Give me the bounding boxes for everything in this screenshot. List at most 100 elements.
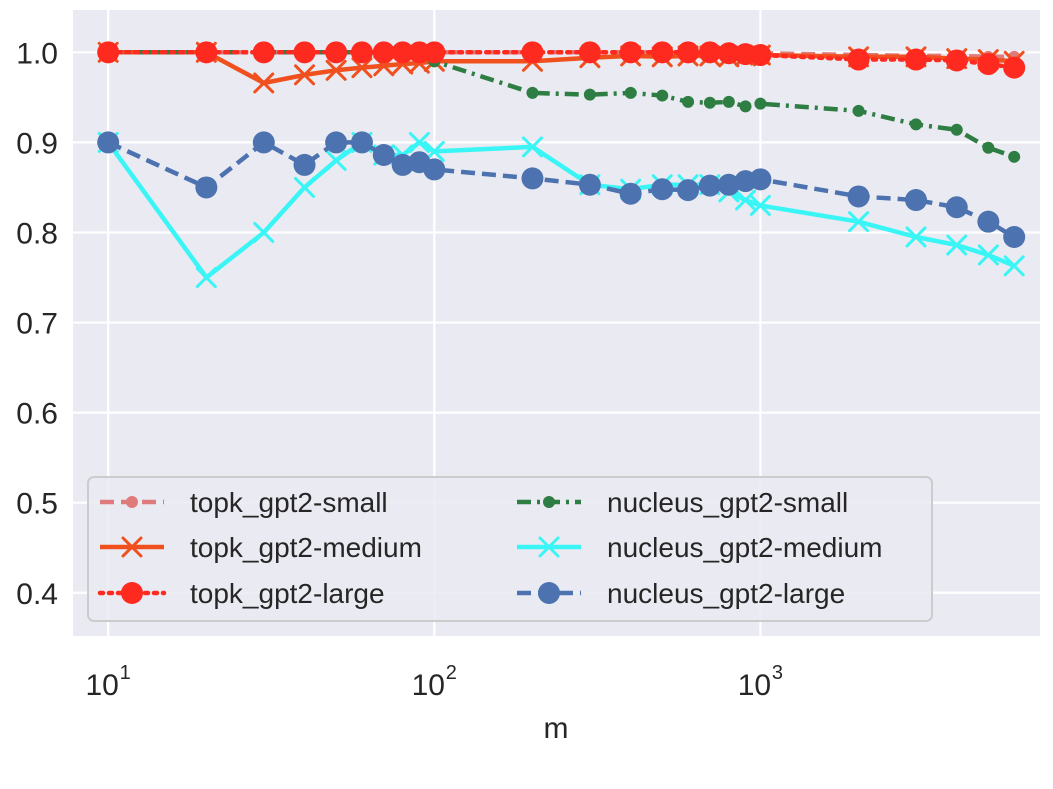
data-point xyxy=(977,210,1000,233)
series-nucleus_gpt2-large xyxy=(97,131,1026,248)
legend-box xyxy=(87,476,933,622)
data-point xyxy=(423,158,446,181)
legend-entry: nucleus_gpt2-small xyxy=(517,487,848,518)
data-point xyxy=(910,118,923,131)
data-point xyxy=(977,53,1000,76)
y-tick-label: 1.0 xyxy=(16,37,58,70)
x-tick-label: 10 3 xyxy=(738,662,783,702)
legend-label: topk_gpt2-small xyxy=(190,487,388,518)
y-tick-label: 0.6 xyxy=(16,398,58,431)
legend-label: topk_gpt2-medium xyxy=(190,532,422,563)
data-point xyxy=(294,176,316,198)
data-point xyxy=(195,41,218,64)
data-point xyxy=(325,41,348,64)
data-point xyxy=(734,189,756,211)
data-point xyxy=(350,41,373,64)
data-point xyxy=(325,59,347,81)
data-point xyxy=(408,131,430,153)
data-point xyxy=(749,194,771,216)
y-tick-label: 0.5 xyxy=(16,488,58,521)
data-point xyxy=(325,149,347,171)
y-tick-label: 0.8 xyxy=(16,217,58,250)
data-point xyxy=(423,41,446,64)
data-point xyxy=(372,144,395,167)
x-tick-label-exponent: 1 xyxy=(120,662,131,684)
y-tick-label: 0.4 xyxy=(16,578,58,611)
data-point xyxy=(717,42,740,65)
data-point xyxy=(294,64,316,86)
data-point xyxy=(372,41,395,64)
data-point xyxy=(754,97,767,110)
data-point xyxy=(677,179,700,202)
data-point xyxy=(977,244,999,266)
legend-entry: topk_gpt2-small xyxy=(100,487,388,518)
legend-entry: topk_gpt2-large xyxy=(97,578,385,609)
data-point xyxy=(905,48,928,71)
data-point xyxy=(253,72,275,94)
series-group xyxy=(97,41,1026,289)
data-point xyxy=(698,41,721,64)
data-point xyxy=(945,196,968,219)
data-point xyxy=(703,96,716,109)
x-tick-label-base: 10 xyxy=(738,669,771,702)
data-point xyxy=(852,104,865,117)
legend-swatch-marker xyxy=(538,582,560,604)
data-point xyxy=(982,141,995,154)
data-point xyxy=(656,89,669,102)
data-point xyxy=(195,176,218,199)
legend-label: topk_gpt2-large xyxy=(190,578,385,609)
data-point xyxy=(677,41,700,64)
data-point xyxy=(624,86,637,99)
data-point xyxy=(325,131,348,154)
axis-labels: 0.40.50.60.70.80.91.010 1 10 2 10 3 xyxy=(16,37,783,702)
data-point xyxy=(583,88,596,101)
y-tick-label: 0.9 xyxy=(16,127,58,160)
data-point xyxy=(253,221,275,243)
legend-swatch-marker xyxy=(121,536,143,558)
legend-swatch-marker xyxy=(543,496,555,508)
data-point xyxy=(391,153,414,176)
data-point xyxy=(739,100,752,113)
data-point xyxy=(749,168,772,191)
x-tick-label-exponent: 2 xyxy=(446,662,457,684)
data-point xyxy=(195,267,217,289)
data-point xyxy=(950,123,963,136)
data-point xyxy=(905,189,928,212)
data-point xyxy=(578,173,601,196)
series-topk_gpt2-large xyxy=(97,41,1026,79)
legend-entry: topk_gpt2-medium xyxy=(100,532,422,563)
data-point xyxy=(293,153,316,176)
data-point xyxy=(391,41,414,64)
data-point xyxy=(1003,255,1025,277)
x-axis-label: m xyxy=(544,712,569,745)
data-point xyxy=(847,48,870,71)
legend-entry: nucleus_gpt2-large xyxy=(517,578,845,609)
data-point xyxy=(578,41,601,64)
data-point xyxy=(717,173,740,196)
data-point xyxy=(945,49,968,72)
data-point xyxy=(946,234,968,256)
legend-swatch-marker xyxy=(538,536,560,558)
data-point xyxy=(97,131,120,154)
data-point xyxy=(651,178,674,201)
data-point xyxy=(350,131,373,154)
legend-swatch-marker xyxy=(126,496,138,508)
data-point xyxy=(1008,150,1021,163)
data-point xyxy=(848,211,870,233)
data-point xyxy=(749,44,772,67)
data-point xyxy=(619,182,642,205)
y-tick-label: 0.7 xyxy=(16,308,58,341)
x-tick-label: 10 1 xyxy=(86,662,131,702)
x-tick-label: 10 2 xyxy=(412,662,457,702)
data-point xyxy=(651,41,674,64)
data-point xyxy=(252,131,275,154)
data-point xyxy=(293,41,316,64)
data-point xyxy=(847,185,870,208)
data-point xyxy=(1003,225,1026,248)
legend: topk_gpt2-small topk_gpt2-medium topk_gpt2… xyxy=(87,476,933,622)
data-point xyxy=(1003,56,1026,79)
data-point xyxy=(526,86,539,99)
legend-entry: nucleus_gpt2-medium xyxy=(517,532,883,563)
x-tick-label-exponent: 3 xyxy=(772,662,783,684)
